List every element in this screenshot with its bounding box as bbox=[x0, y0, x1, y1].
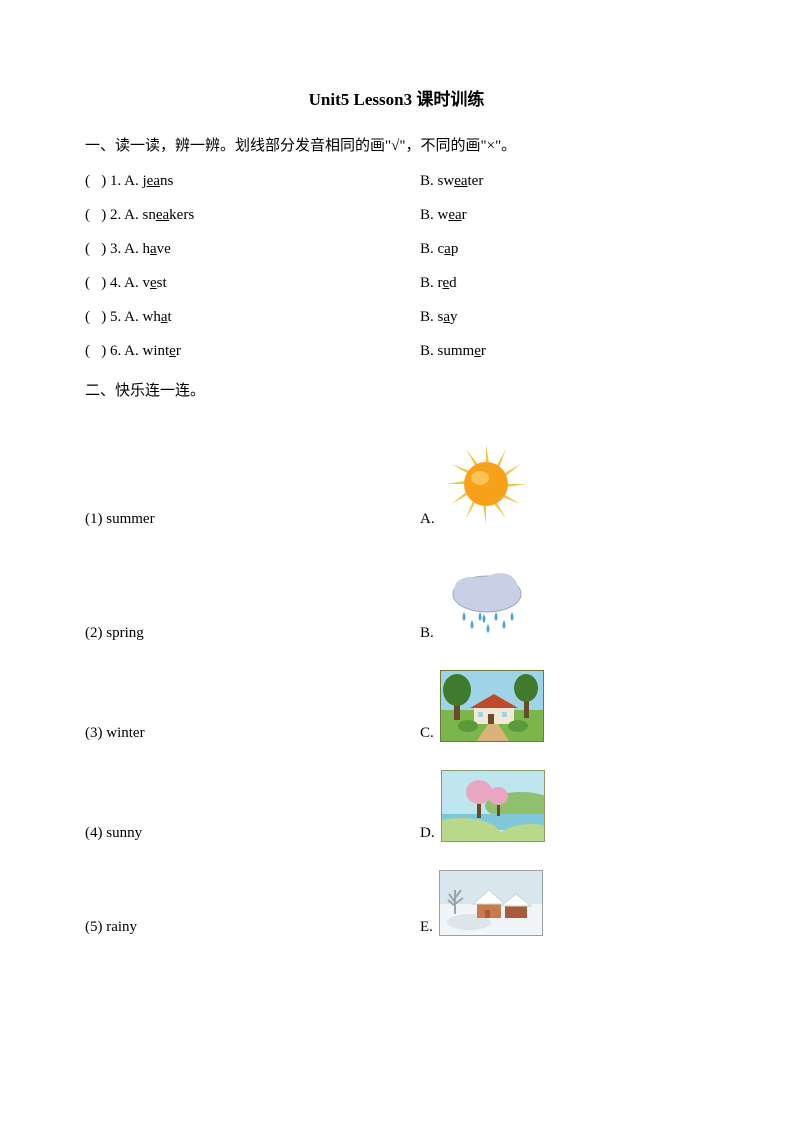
match-row: (2) springB. bbox=[85, 568, 708, 642]
question-row: ( ) 4. A. vestB. red bbox=[85, 271, 708, 295]
question-row: ( ) 5. A. whatB. say bbox=[85, 305, 708, 329]
option-b: B. red bbox=[420, 271, 708, 295]
match-label: B. bbox=[420, 625, 434, 642]
sun-icon bbox=[441, 440, 531, 528]
match-word: (2) spring bbox=[85, 625, 420, 642]
option-b: B. say bbox=[420, 305, 708, 329]
option-a: ( ) 3. A. have bbox=[85, 237, 420, 261]
question-row: ( ) 1. A. jeansB. sweater bbox=[85, 169, 708, 193]
match-label: D. bbox=[420, 825, 435, 842]
match-option: E. bbox=[420, 870, 543, 936]
option-b: B. cap bbox=[420, 237, 708, 261]
match-option: C. bbox=[420, 670, 544, 742]
question-row: ( ) 3. A. haveB. cap bbox=[85, 237, 708, 261]
section1-list: ( ) 1. A. jeansB. sweater( ) 2. A. sneak… bbox=[85, 169, 708, 363]
summer-scene-icon bbox=[440, 670, 544, 742]
match-label: C. bbox=[420, 725, 434, 742]
rain-icon bbox=[440, 568, 534, 642]
option-a: ( ) 6. A. winter bbox=[85, 339, 420, 363]
section1-heading: 一、读一读，辨一辨。划线部分发音相同的画"√"，不同的画"×"。 bbox=[85, 134, 708, 155]
winter-scene-icon bbox=[439, 870, 543, 936]
section2-list: (1) summerA. (2) springB. (3) winterC. (4) … bbox=[85, 440, 708, 936]
match-word: (5) rainy bbox=[85, 919, 420, 936]
page-title: Unit5 Lesson3 课时训练 bbox=[85, 85, 708, 110]
match-option: B. bbox=[420, 568, 534, 642]
option-b: B. wear bbox=[420, 203, 708, 227]
option-a: ( ) 5. A. what bbox=[85, 305, 420, 329]
match-row: (3) winterC. bbox=[85, 670, 708, 742]
match-option: D. bbox=[420, 770, 545, 842]
match-row: (4) sunnyD. bbox=[85, 770, 708, 842]
option-a: ( ) 2. A. sneakers bbox=[85, 203, 420, 227]
option-b: B. summer bbox=[420, 339, 708, 363]
question-row: ( ) 6. A. winterB. summer bbox=[85, 339, 708, 363]
match-word: (4) sunny bbox=[85, 825, 420, 842]
match-word: (3) winter bbox=[85, 725, 420, 742]
match-row: (5) rainyE. bbox=[85, 870, 708, 936]
option-b: B. sweater bbox=[420, 169, 708, 193]
match-word: (1) summer bbox=[85, 511, 420, 528]
spring-scene-icon bbox=[441, 770, 545, 842]
question-row: ( ) 2. A. sneakersB. wear bbox=[85, 203, 708, 227]
match-row: (1) summerA. bbox=[85, 440, 708, 528]
match-label: E. bbox=[420, 919, 433, 936]
section2-heading: 二、快乐连一连。 bbox=[85, 379, 708, 400]
option-a: ( ) 1. A. jeans bbox=[85, 169, 420, 193]
option-a: ( ) 4. A. vest bbox=[85, 271, 420, 295]
match-label: A. bbox=[420, 511, 435, 528]
match-option: A. bbox=[420, 440, 531, 528]
